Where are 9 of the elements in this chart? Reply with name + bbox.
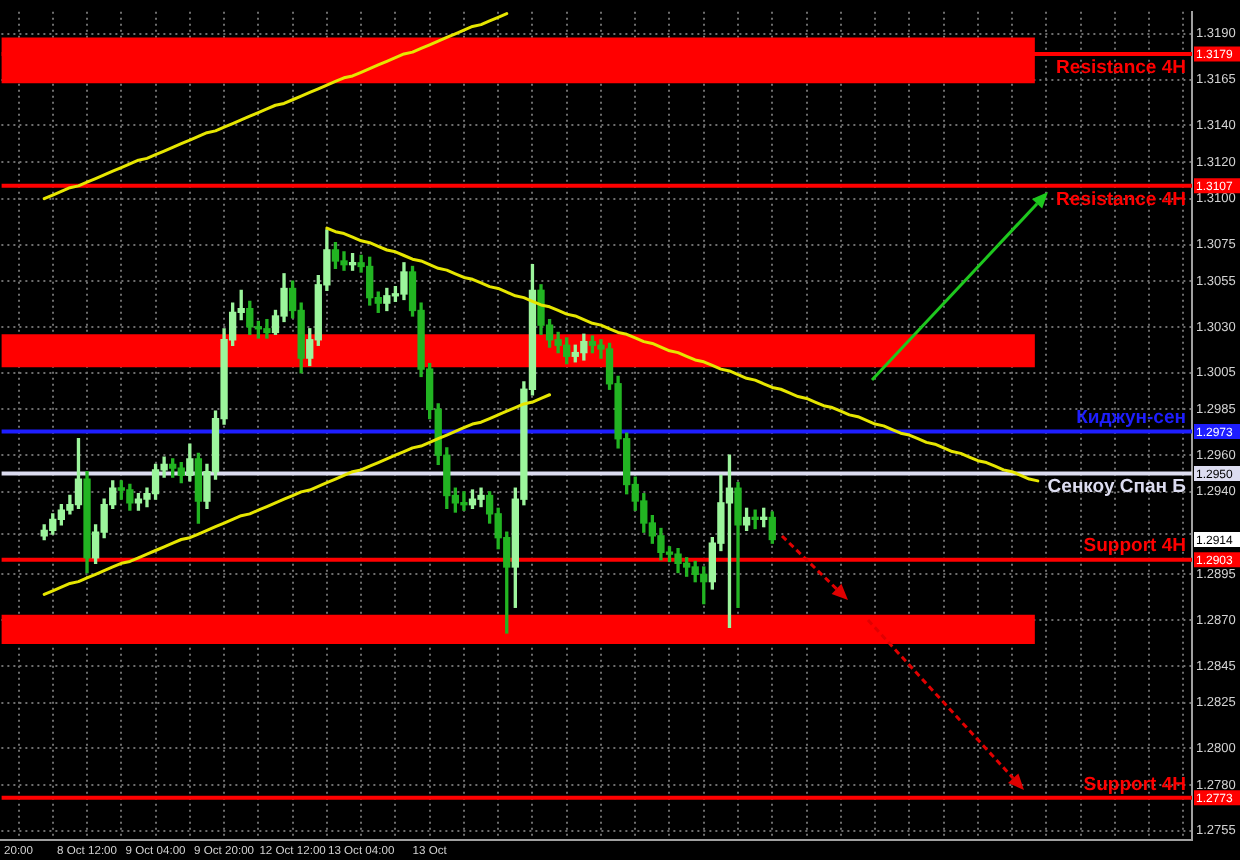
ref-line-label: Support 4H [1083,535,1187,558]
candlestick [460,491,468,511]
ref-line-label: Resistance 4H [1056,188,1187,211]
ref-line-label: Support 4H [1083,773,1187,796]
ref-line-label: Киджун-сен [1076,407,1187,430]
ref-line-label: Сенкоу Спан Б [1047,476,1187,499]
candlestick [751,509,759,530]
candlestick [263,318,271,339]
ref-line-label: Resistance 4H [1056,56,1187,79]
